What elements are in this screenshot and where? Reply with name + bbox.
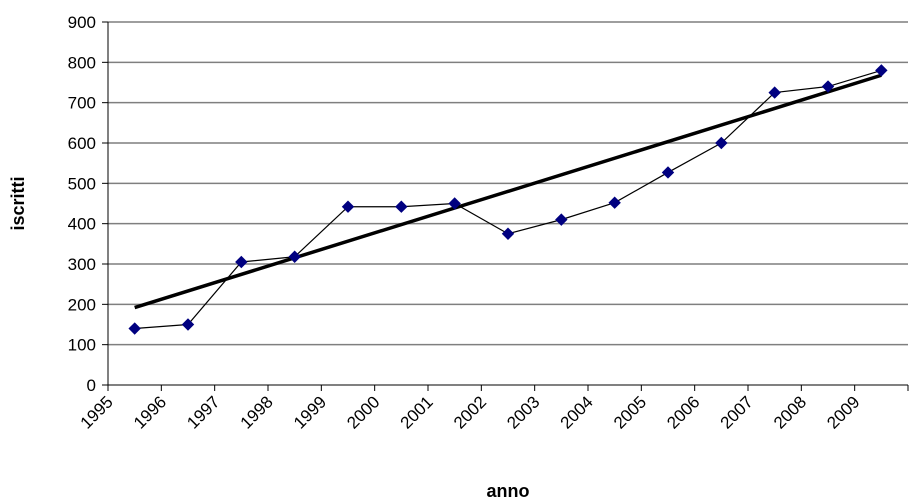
y-tick-label-700: 700 [68, 94, 96, 113]
axes [102, 21, 909, 391]
x-tick-label-2008: 2008 [770, 392, 810, 432]
y-tick-label-0: 0 [87, 376, 96, 395]
y-axis-title: iscritti [8, 176, 28, 230]
x-tick-label-1998: 1998 [237, 392, 277, 432]
x-tick-label-2007: 2007 [717, 392, 757, 432]
x-axis-title: anno [487, 481, 530, 501]
data-point-2007 [768, 86, 781, 99]
x-tick-label-1999: 1999 [290, 392, 330, 432]
y-tick-label-100: 100 [68, 336, 96, 355]
y-tick-label-300: 300 [68, 255, 96, 274]
y-tick-label-200: 200 [68, 295, 96, 314]
x-tick-label-2006: 2006 [663, 392, 703, 432]
data-point-2002 [501, 227, 515, 240]
data-point-2008 [821, 80, 835, 93]
data-point-1995 [128, 322, 141, 335]
y-tick-label-600: 600 [68, 134, 96, 153]
x-tick-label-1995: 1995 [77, 392, 117, 432]
data-point-1996 [181, 318, 195, 331]
x-tick-label-2009: 2009 [823, 392, 863, 432]
y-tick-label-400: 400 [68, 215, 96, 234]
grid-lines [108, 21, 908, 346]
x-tick-labels: 1995 1996 1997 1998 1999 2000 2001 2002 2003 2004… [77, 392, 864, 432]
data-point-2005 [661, 166, 675, 179]
series-layer [128, 64, 888, 335]
data-point-2006 [715, 136, 728, 150]
x-tick-label-2005: 2005 [610, 392, 650, 432]
x-tick-label-1997: 1997 [183, 392, 223, 432]
x-tick-label-2002: 2002 [450, 392, 490, 432]
data-point-1997 [235, 255, 248, 269]
x-tick-label-2000: 2000 [343, 392, 383, 432]
y-tick-label-500: 500 [68, 174, 96, 193]
data-point-2001 [448, 197, 461, 210]
y-tick-labels: 0 100 200 300 400 500 600 700 800 900 [68, 13, 96, 395]
trendline [134, 73, 882, 310]
x-tick-label-2003: 2003 [503, 392, 543, 432]
x-tick-label-2004: 2004 [557, 392, 597, 432]
data-point-2003 [555, 213, 568, 226]
data-point-2009 [875, 64, 888, 77]
data-point-2000 [395, 200, 408, 213]
x-tick-label-1996: 1996 [130, 392, 170, 432]
y-tick-label-900: 900 [68, 13, 96, 32]
data-point-2004 [608, 196, 621, 209]
data-point-1999 [341, 200, 355, 213]
y-tick-label-800: 800 [68, 53, 96, 72]
x-tick-label-2001: 2001 [397, 392, 437, 432]
data-point-1998 [288, 250, 301, 263]
